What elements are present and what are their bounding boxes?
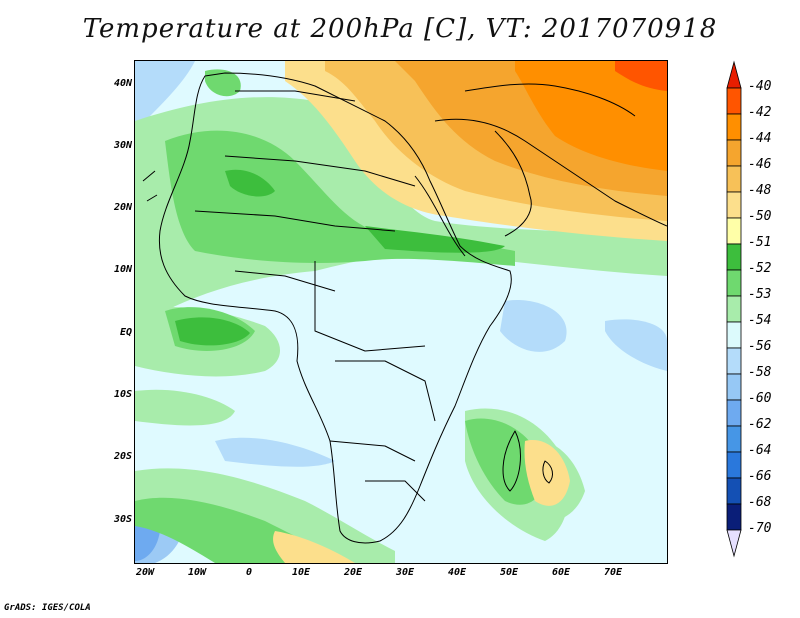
lat-label-40n: 40N (113, 78, 132, 89)
colorbar-cell (726, 60, 742, 89)
colorbar-cell (726, 295, 742, 323)
temperature-field (135, 61, 667, 563)
colorbar-cell (726, 269, 742, 297)
lon-label-0: 0 (245, 567, 253, 578)
lon-label-40e: 40E (447, 567, 467, 578)
lon-label-10w: 10W (187, 567, 207, 578)
colorbar-level-label: -53 (748, 287, 772, 302)
colorbar-cell (726, 451, 742, 479)
lat-label-30s: 30S (113, 514, 132, 525)
colorbar-level-label: -54 (748, 313, 772, 328)
lon-label-20e: 20E (343, 567, 363, 578)
colorbar-level-label: -56 (748, 339, 772, 354)
lat-label-eq: EQ (119, 327, 132, 338)
colorbar-cell (726, 399, 742, 427)
colorbar-cell (726, 243, 742, 271)
colorbar-cell (726, 165, 742, 193)
lon-label-70e: 70E (603, 567, 623, 578)
colorbar-cell (726, 425, 742, 453)
lon-label-50e: 50E (499, 567, 519, 578)
colorbar-level-label: -64 (748, 443, 772, 458)
colorbar-cell (726, 113, 742, 141)
colorbar-cell (726, 217, 742, 245)
colorbar-level-label: -62 (748, 417, 772, 432)
colorbar-cell (726, 191, 742, 219)
colorbar-level-label: -66 (748, 469, 772, 484)
lon-label-60e: 60E (551, 567, 571, 578)
colorbar-level-label: -42 (748, 105, 772, 120)
lat-label-20n: 20N (113, 202, 132, 213)
footer-credit: GrADS: IGES/COLA (4, 603, 91, 613)
colorbar-level-label: -48 (748, 183, 772, 198)
colorbar-level-label: -46 (748, 157, 772, 172)
lon-label-30e: 30E (395, 567, 415, 578)
colorbar-level-label: -50 (748, 209, 772, 224)
colorbar-cell (726, 529, 742, 558)
colorbar-level-label: -60 (748, 391, 772, 406)
colorbar-level-label: -68 (748, 495, 772, 510)
colorbar-level-label: -58 (748, 365, 772, 380)
lat-label-20s: 20S (113, 451, 132, 462)
lat-label-10s: 10S (113, 389, 132, 400)
colorbar-level-label: -40 (748, 79, 772, 94)
map-title: Temperature at 200hPa [C], VT: 201707091… (82, 14, 718, 44)
colorbar-cell (726, 373, 742, 401)
map-panel (134, 60, 668, 564)
colorbar-cell (726, 321, 742, 349)
lat-label-10n: 10N (113, 264, 132, 275)
colorbar-cell (726, 87, 742, 115)
colorbar-level-label: -51 (748, 235, 772, 250)
lon-label-20w: 20W (135, 567, 155, 578)
colorbar-level-label: -70 (748, 521, 772, 536)
colorbar-level-label: -44 (748, 131, 772, 146)
colorbar-cell (726, 477, 742, 505)
colorbar-cell (726, 347, 742, 375)
colorbar-cell (726, 503, 742, 531)
lon-label-10e: 10E (291, 567, 311, 578)
lat-label-30n: 30N (113, 140, 132, 151)
colorbar-level-label: -52 (748, 261, 772, 276)
colorbar-cell (726, 139, 742, 167)
